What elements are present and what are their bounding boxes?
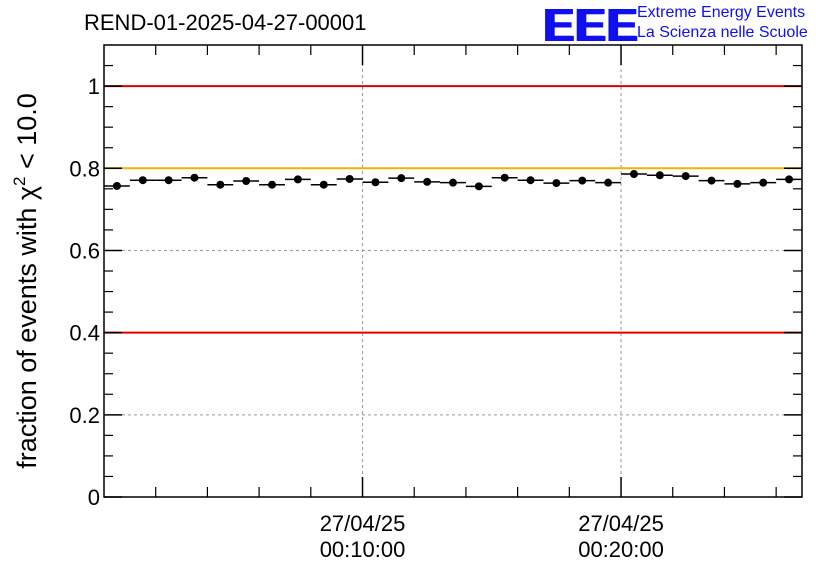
data-point [543, 179, 570, 188]
data-point [672, 172, 699, 181]
y-tick-label: 0.6 [69, 238, 100, 263]
data-point [440, 178, 466, 187]
reference-lines [104, 85, 802, 334]
data-point [259, 180, 285, 189]
data-point [595, 178, 622, 187]
grid [104, 45, 802, 497]
data-point [207, 180, 234, 189]
data-point [698, 176, 725, 185]
marker [681, 172, 690, 181]
data-point [621, 170, 647, 179]
marker [293, 175, 302, 184]
logo-subtitle-line2: La Scienza nelle Scuole [637, 24, 808, 41]
marker [216, 180, 225, 189]
marker [578, 176, 587, 185]
y-tick-label: 0 [88, 485, 100, 510]
data-point [104, 181, 130, 190]
marker [629, 170, 638, 179]
marker [526, 176, 535, 185]
marker [474, 182, 483, 191]
marker [449, 178, 457, 187]
y-axis-label-main: fraction of events with χ [12, 186, 42, 469]
axes: 00.20.40.60.8127/04/2500:10:0027/04/2500… [69, 45, 802, 562]
chart-title: REND-01-2025-04-27-00001 [84, 10, 367, 35]
logo-subtitle-line1: Extreme Energy Events [637, 4, 806, 21]
data-point [362, 178, 389, 187]
y-tick-label: 0.2 [69, 403, 100, 428]
data-point [233, 177, 260, 186]
data-point [181, 173, 208, 182]
marker [397, 174, 406, 183]
data-point [465, 182, 492, 191]
data-point [129, 176, 156, 185]
marker [242, 177, 251, 186]
data-point [414, 177, 441, 186]
marker [423, 177, 432, 186]
data-point [284, 175, 311, 184]
data-points [104, 170, 802, 191]
marker [112, 181, 121, 190]
y-tick-label: 0.8 [69, 156, 100, 181]
data-point [388, 174, 415, 183]
marker [500, 173, 509, 182]
data-point [310, 180, 337, 189]
y-axis-label-superscript: 2 [10, 177, 29, 186]
marker [268, 180, 277, 189]
x-tick-label-date: 27/04/25 [320, 511, 406, 536]
marker [138, 176, 147, 185]
data-point [776, 175, 802, 184]
y-axis-label-threshold: < 10.0 [12, 93, 42, 176]
marker [733, 179, 742, 188]
plot-frame [103, 44, 803, 498]
data-point [569, 176, 596, 185]
data-point [750, 178, 777, 187]
data-point [517, 176, 544, 185]
marker [707, 176, 716, 185]
data-point [491, 173, 518, 182]
data-point [155, 176, 182, 185]
marker [164, 176, 173, 185]
marker [190, 173, 199, 182]
marker [604, 178, 613, 187]
marker [371, 178, 380, 187]
marker [319, 180, 328, 189]
y-axis-label: fraction of events with χ2 < 10.0 [10, 93, 42, 469]
marker [345, 174, 354, 183]
eee-logo: EEE [543, 0, 639, 51]
marker [759, 178, 768, 187]
marker [655, 171, 664, 180]
x-tick-label-time: 00:20:00 [578, 537, 664, 562]
y-tick-label: 0.4 [69, 321, 100, 346]
marker [785, 175, 794, 184]
x-tick-label-date: 27/04/25 [578, 511, 664, 536]
y-tick-label: 1 [88, 74, 100, 99]
marker [552, 179, 561, 188]
x-tick-label-time: 00:10:00 [320, 537, 406, 562]
data-point [724, 179, 751, 188]
data-point [646, 171, 673, 180]
data-point [336, 174, 363, 183]
